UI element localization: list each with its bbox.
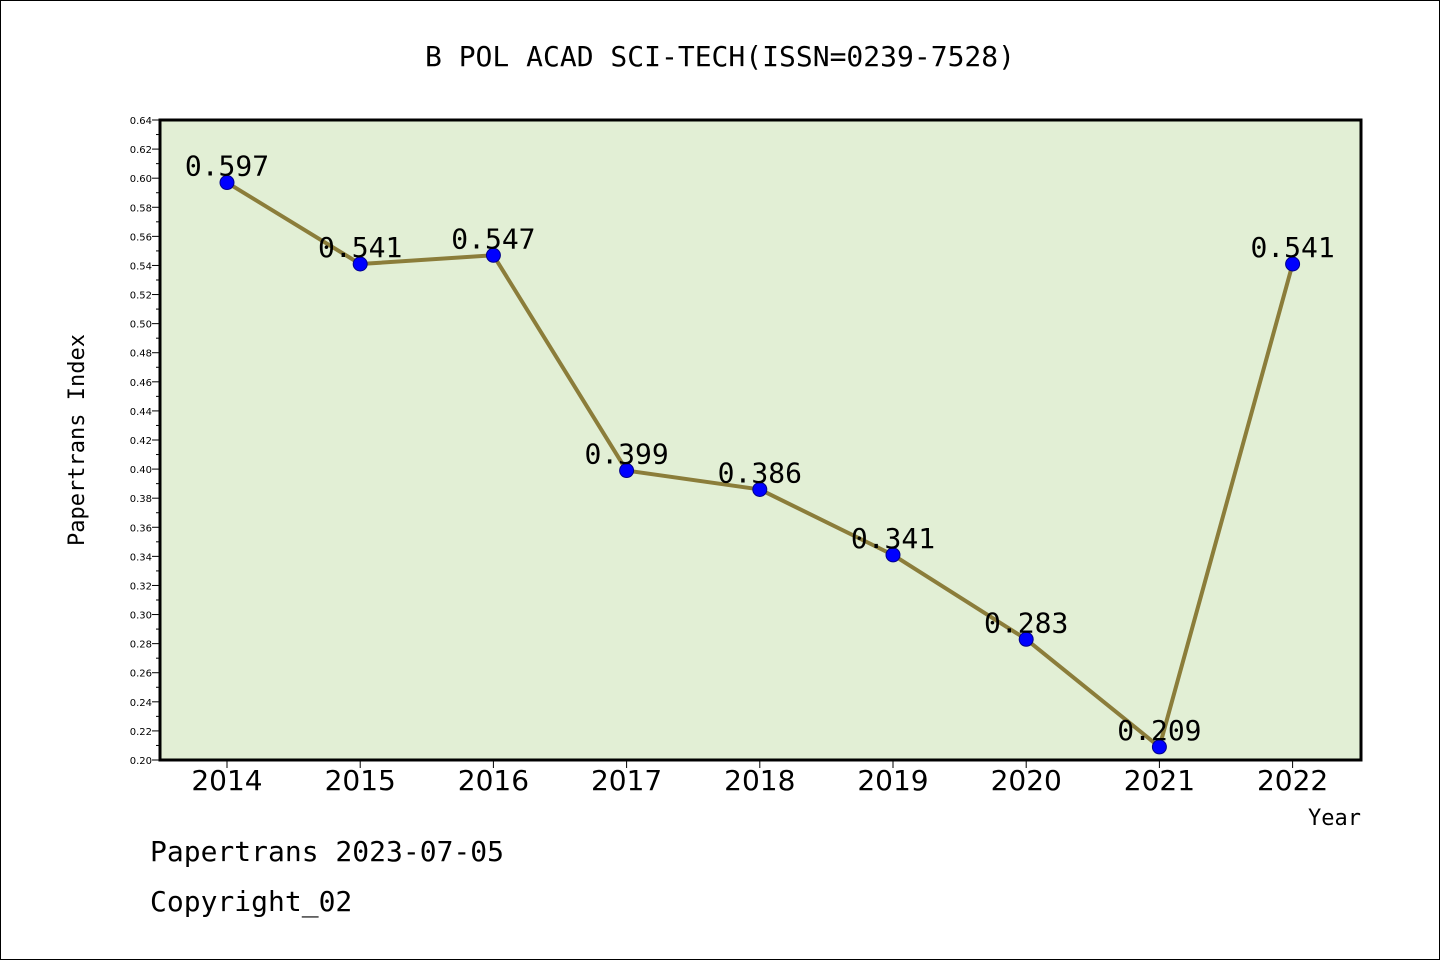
y-tick-label: 0.44 [130, 407, 152, 418]
y-tick-label: 0.36 [130, 523, 152, 534]
y-axis: 0.20 0.22 0.24 0.26 0.28 0.30 0.32 0.34 0.36 0.38… [130, 116, 160, 767]
y-tick-label: 0.32 [130, 581, 152, 592]
x-tick-label: 2021 [1124, 764, 1195, 797]
data-label: 0.386 [718, 456, 802, 489]
data-point [1018, 631, 1034, 647]
plot-area [160, 120, 1361, 760]
series-group [219, 175, 1301, 755]
x-axis: 2014 2015 2016 2017 2018 2019 2020 2021 2022 [191, 760, 1328, 797]
x-axis-label: Year [1308, 806, 1361, 831]
y-tick-label: 0.30 [130, 611, 152, 622]
x-tick-label: 2014 [191, 764, 262, 797]
y-tick-label: 0.52 [130, 291, 152, 302]
data-label: 0.209 [1117, 714, 1201, 747]
y-axis-label: Papertrans Index [65, 334, 90, 546]
data-point [1285, 256, 1301, 272]
y-tick-label: 0.34 [130, 552, 152, 563]
data-label: 0.547 [451, 222, 535, 255]
y-tick-label: 0.64 [130, 116, 152, 127]
footer-copyright: Copyright_02 [150, 885, 353, 918]
x-tick-label: 2018 [724, 764, 795, 797]
y-tick-label: 0.46 [130, 378, 152, 389]
y-tick-label: 0.58 [130, 203, 152, 214]
y-tick-label: 0.38 [130, 494, 152, 505]
data-labels: 0.597 0.541 0.547 0.399 0.386 0.341 0.283 0.209… [185, 150, 1335, 747]
data-label: 0.283 [984, 606, 1068, 639]
data-point [219, 175, 235, 191]
y-tick-label: 0.26 [130, 669, 152, 680]
data-label: 0.597 [185, 150, 269, 183]
data-point [485, 247, 501, 263]
data-label: 0.541 [1250, 231, 1334, 264]
data-point [752, 481, 768, 497]
y-tick-label: 0.20 [130, 756, 152, 767]
y-tick-label: 0.54 [130, 261, 152, 272]
x-tick-label: 2015 [325, 764, 396, 797]
x-tick-label: 2016 [458, 764, 529, 797]
data-label: 0.341 [851, 522, 935, 555]
y-tick-label: 0.60 [130, 174, 152, 185]
plot-border [158, 118, 1363, 762]
data-point [352, 256, 368, 272]
y-tick-label: 0.62 [130, 145, 152, 156]
chart-title: B POL ACAD SCI-TECH(ISSN=0239-7528) [425, 40, 1015, 73]
data-point [619, 463, 635, 479]
y-tick-label: 0.48 [130, 349, 152, 360]
y-tick-label: 0.56 [130, 232, 152, 243]
x-tick-label: 2020 [991, 764, 1062, 797]
data-label: 0.541 [318, 231, 402, 264]
y-tick-label: 0.28 [130, 640, 152, 651]
x-tick-label: 2017 [591, 764, 662, 797]
data-point [1151, 739, 1167, 755]
y-tick-label: 0.24 [130, 698, 152, 709]
y-tick-label: 0.50 [130, 320, 152, 331]
x-tick-label: 2022 [1257, 764, 1328, 797]
data-label: 0.399 [584, 438, 668, 471]
footer-date: Papertrans 2023-07-05 [150, 835, 505, 868]
y-tick-label: 0.40 [130, 465, 152, 476]
y-tick-label: 0.42 [130, 436, 152, 447]
data-point [885, 547, 901, 563]
x-tick-label: 2019 [857, 764, 928, 797]
y-tick-label: 0.22 [130, 727, 152, 738]
